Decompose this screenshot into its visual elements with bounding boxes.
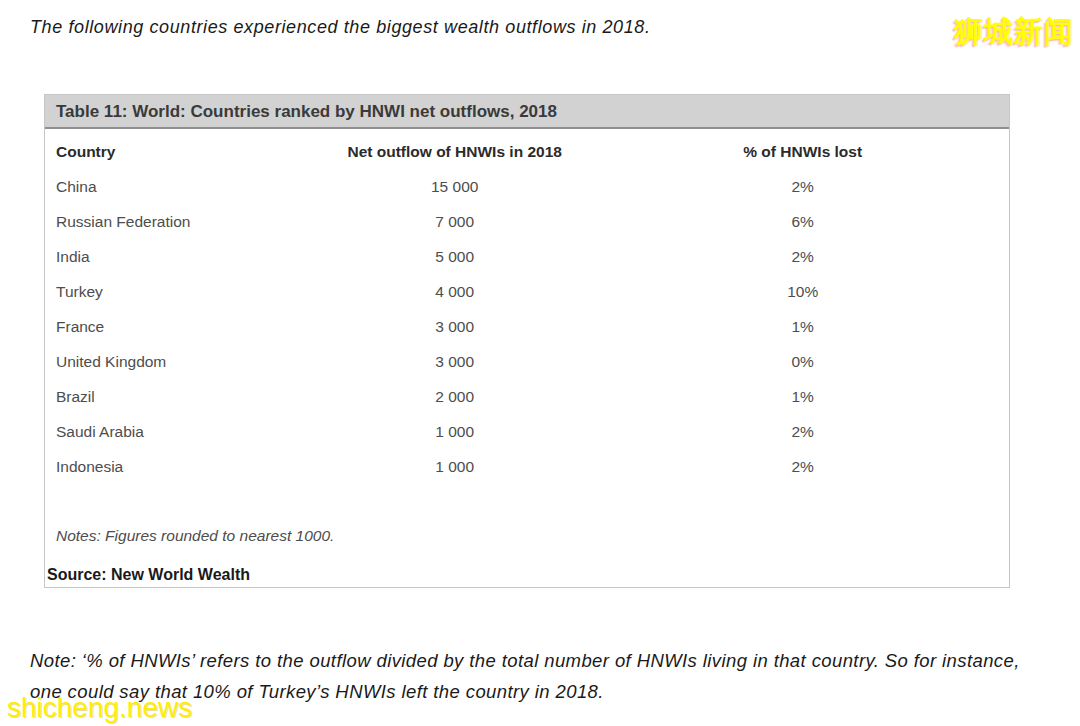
outflow-cell: 7 000	[435, 204, 474, 239]
pct-cell: 2%	[792, 414, 814, 449]
table-row: China 15 000 2%	[45, 169, 1009, 204]
table-row: Indonesia 1 000 2%	[45, 449, 1009, 484]
table-body: China 15 000 2% Russian Federation 7 000…	[45, 169, 1009, 484]
table-row: India 5 000 2%	[45, 239, 1009, 274]
intro-sentence: The following countries experienced the …	[30, 17, 651, 38]
country-cell: China	[56, 169, 97, 204]
country-cell: India	[56, 239, 90, 274]
site-watermark-url: shicheng.news	[7, 692, 192, 724]
table-notes: Notes: Figures rounded to nearest 1000.	[56, 527, 334, 545]
pct-cell: 2%	[792, 169, 814, 204]
country-cell: Indonesia	[56, 449, 123, 484]
outflow-cell: 2 000	[435, 379, 474, 414]
pct-cell: 2%	[792, 239, 814, 274]
country-cell: Saudi Arabia	[56, 414, 144, 449]
pct-cell: 6%	[792, 204, 814, 239]
table-row: France 3 000 1%	[45, 309, 1009, 344]
pct-cell: 0%	[792, 344, 814, 379]
table-row: Russian Federation 7 000 6%	[45, 204, 1009, 239]
table-row: Saudi Arabia 1 000 2%	[45, 414, 1009, 449]
table-row: United Kingdom 3 000 0%	[45, 344, 1009, 379]
table-title: Table 11: World: Countries ranked by HNW…	[45, 95, 1009, 129]
outflow-cell: 15 000	[431, 169, 478, 204]
outflow-cell: 1 000	[435, 449, 474, 484]
site-watermark-cjk: 狮城新闻	[954, 12, 1074, 52]
table-row: Turkey 4 000 10%	[45, 274, 1009, 309]
outflow-cell: 1 000	[435, 414, 474, 449]
pct-cell: 1%	[792, 379, 814, 414]
table-row: Brazil 2 000 1%	[45, 379, 1009, 414]
column-header-country: Country	[56, 137, 115, 167]
pct-cell: 10%	[787, 274, 818, 309]
column-header-outflow: Net outflow of HNWIs in 2018	[347, 137, 561, 167]
outflow-cell: 4 000	[435, 274, 474, 309]
country-cell: France	[56, 309, 104, 344]
outflow-cell: 3 000	[435, 309, 474, 344]
column-header-pct: % of HNWIs lost	[743, 137, 862, 167]
pct-cell: 2%	[792, 449, 814, 484]
table-source: Source: New World Wealth	[47, 566, 250, 584]
country-cell: United Kingdom	[56, 344, 166, 379]
outflow-cell: 5 000	[435, 239, 474, 274]
country-cell: Turkey	[56, 274, 103, 309]
table-header-row: Country Net outflow of HNWIs in 2018 % o…	[45, 137, 1009, 167]
hnwi-outflow-table: Table 11: World: Countries ranked by HNW…	[44, 94, 1010, 588]
pct-cell: 1%	[792, 309, 814, 344]
outflow-cell: 3 000	[435, 344, 474, 379]
country-cell: Russian Federation	[56, 204, 190, 239]
country-cell: Brazil	[56, 379, 95, 414]
article-page: The following countries experienced the …	[0, 0, 1080, 726]
